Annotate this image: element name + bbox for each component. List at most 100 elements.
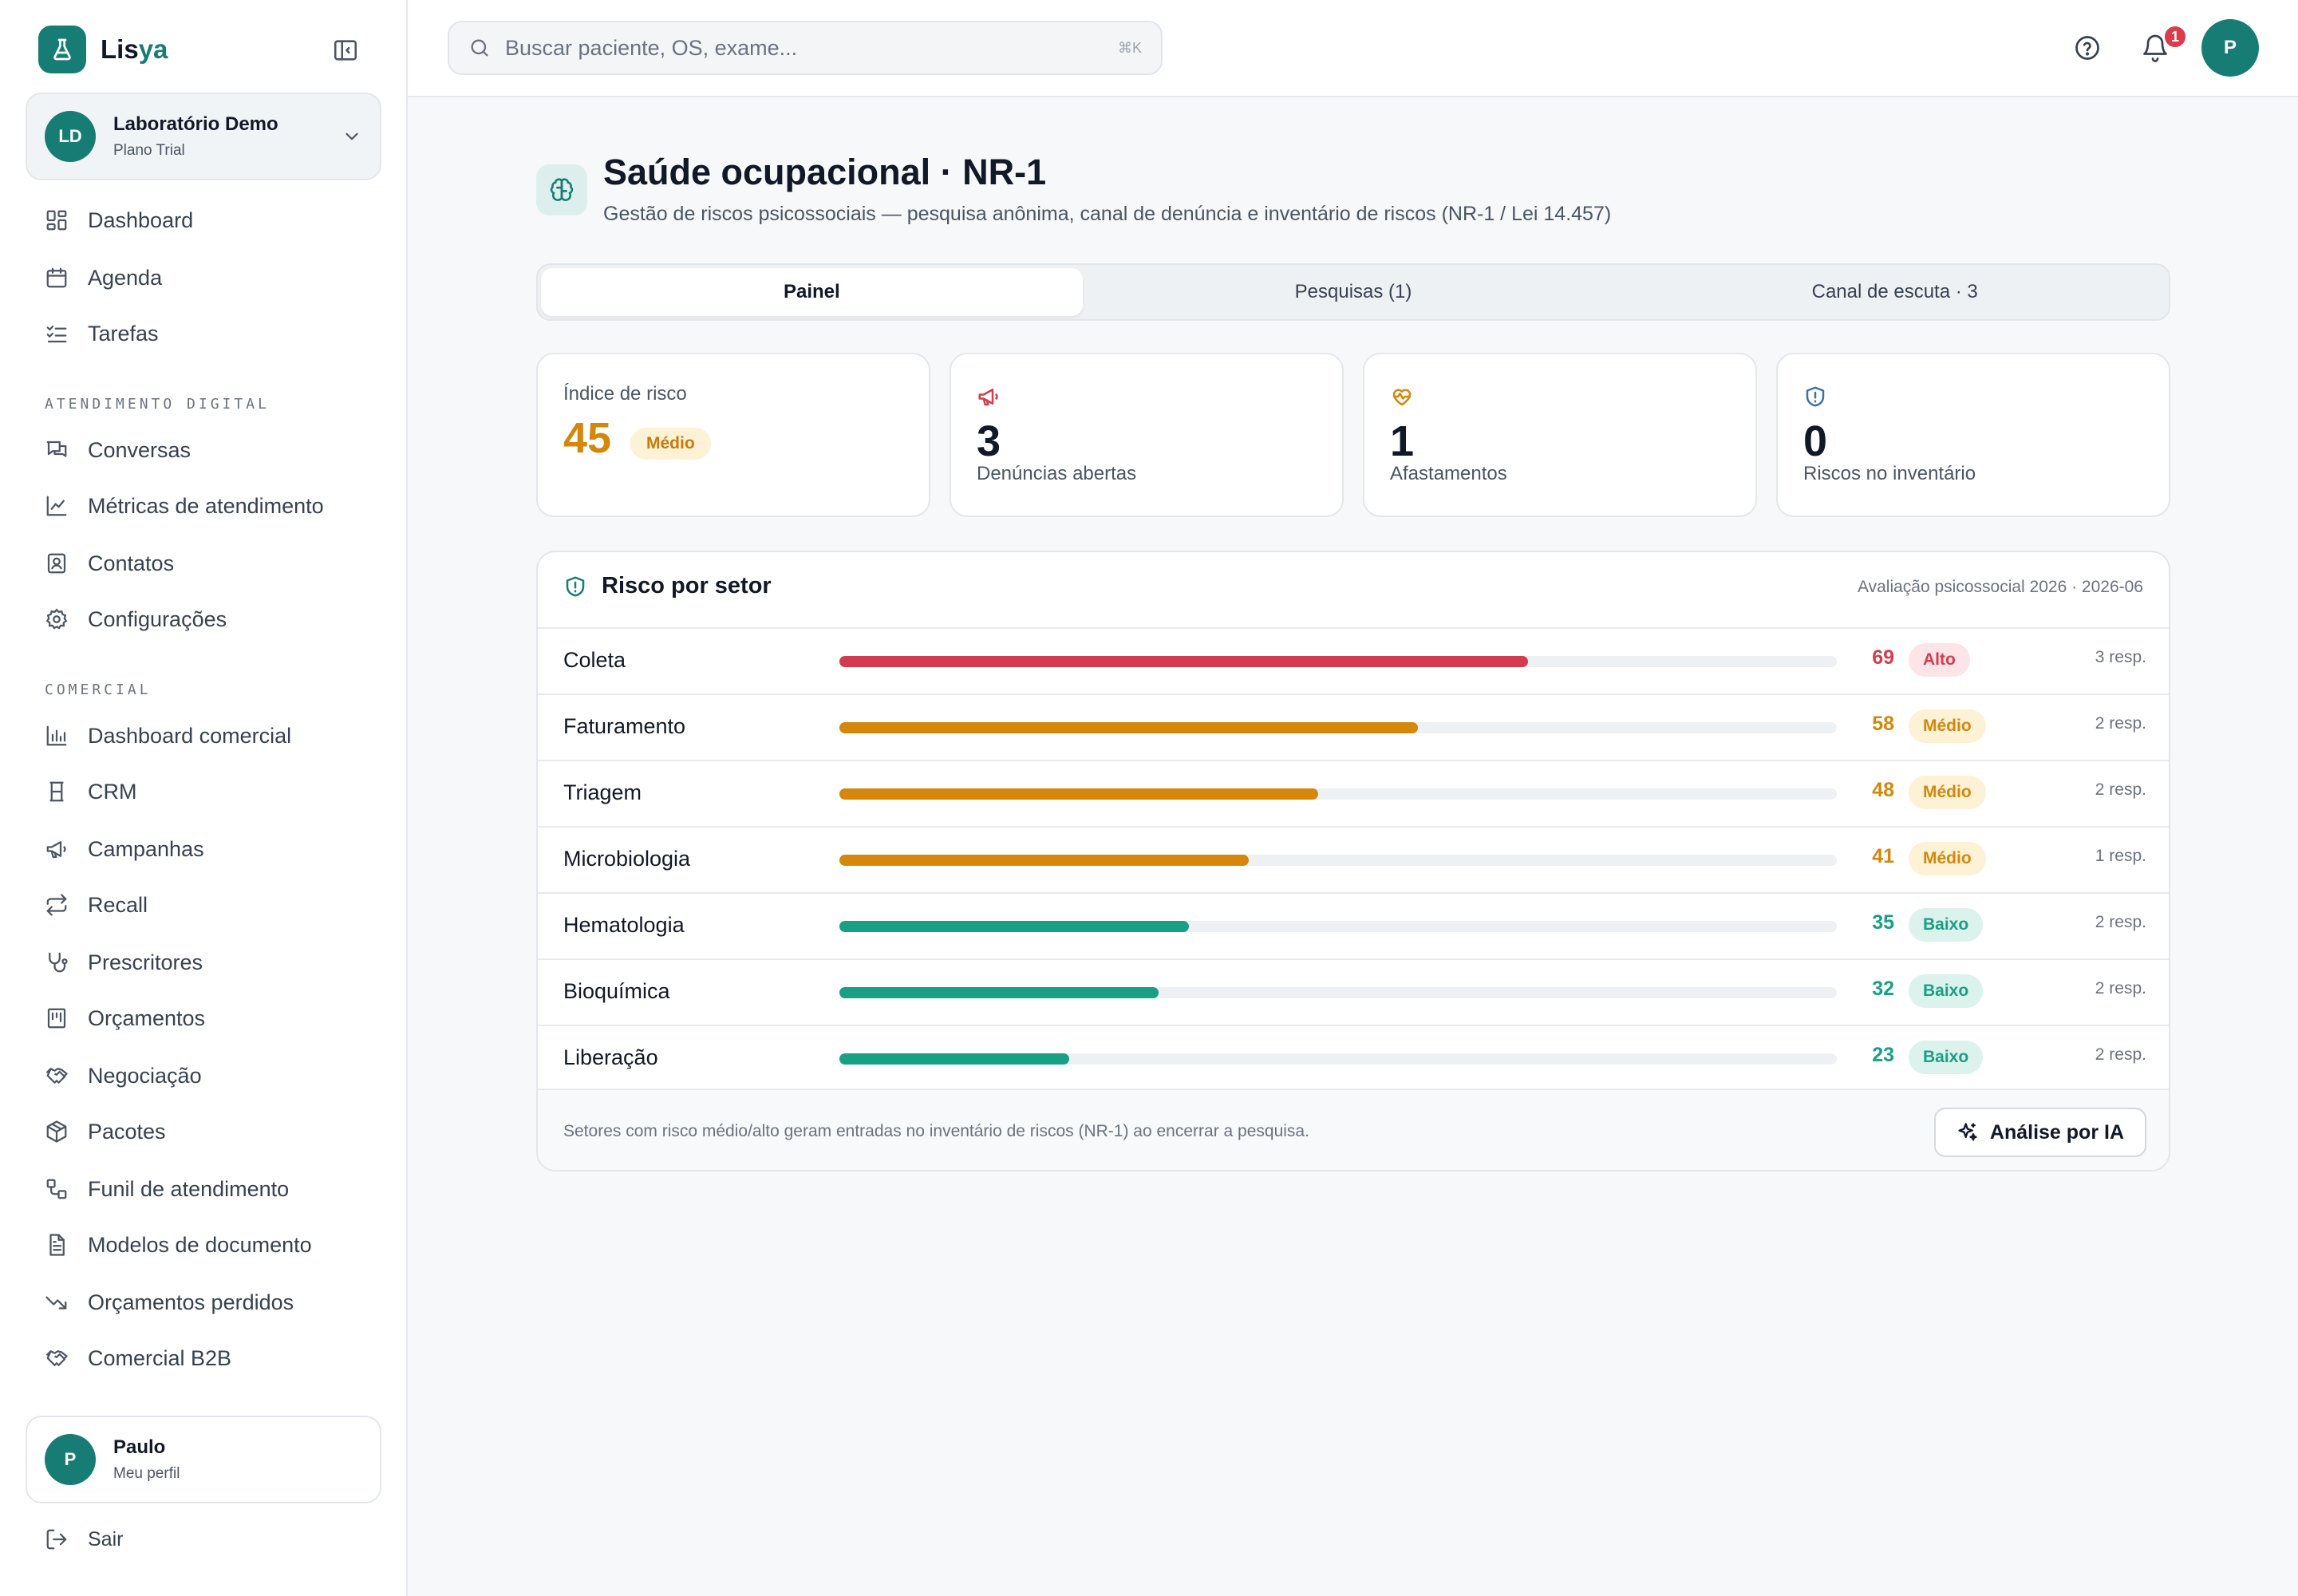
risk-title: Risco por setor	[602, 573, 772, 598]
sidebar-item-dashboard-comercial[interactable]: Dashboard comercial	[45, 718, 291, 753]
user-name: Paulo	[113, 1436, 166, 1458]
risk-score: 58	[1872, 713, 1894, 735]
sidebar-item-label: Campanhas	[88, 836, 204, 861]
risk-bar-track	[839, 656, 1837, 667]
megaphone-icon	[45, 837, 69, 861]
repeat-icon	[45, 893, 69, 917]
risk-by-sector-card: Risco por setor Avaliação psicossocial 2…	[536, 551, 2170, 1171]
stat-value: 0	[1803, 417, 1828, 465]
sidebar-item-crm[interactable]: CRM	[45, 774, 137, 809]
table-row: Liberação 23 Baixo 2 resp.	[538, 1025, 2169, 1091]
bell-icon[interactable]	[2141, 34, 2170, 62]
risk-score: 23	[1872, 1044, 1894, 1066]
risk-bar-fill	[839, 656, 1528, 667]
tab-canal-de-escuta[interactable]: Canal de escuta · 3	[1811, 281, 1978, 302]
receipt-icon	[45, 1006, 69, 1030]
logout-icon	[45, 1527, 69, 1551]
response-count: 2 resp.	[2095, 1045, 2146, 1064]
status-badge: Baixo	[1909, 1041, 1984, 1074]
sidebar: Lisya LD Laboratório Demo Plano Trial Da…	[0, 0, 408, 1596]
sidebar-item-orcamentos[interactable]: Orçamentos	[45, 1001, 205, 1036]
sidebar-item-label: Prescritores	[88, 950, 203, 974]
brand-logo[interactable]: Lisya	[38, 26, 168, 73]
sidebar-item-dashboard[interactable]: Dashboard	[45, 203, 193, 238]
sidebar-item-label: CRM	[88, 779, 137, 804]
sidebar-item-conversas[interactable]: Conversas	[45, 433, 191, 468]
search-icon	[468, 37, 491, 59]
bar-chart-icon	[45, 724, 69, 748]
sector-name: Microbiologia	[563, 847, 691, 871]
shield-alert-icon	[563, 575, 587, 598]
trending-down-icon	[45, 1290, 69, 1314]
search-placeholder: Buscar paciente, OS, exame...	[505, 35, 798, 60]
status-badge: Médio	[1909, 709, 1986, 743]
tab-pesquisas[interactable]: Pesquisas (1)	[1294, 281, 1412, 302]
sidebar-item-funil[interactable]: Funil de atendimento	[45, 1171, 289, 1207]
risk-meta: Avaliação psicossocial 2026 · 2026-06	[1857, 578, 2143, 596]
sidebar-item-label: Recall	[88, 892, 148, 917]
handshake-icon	[45, 1064, 69, 1088]
sidebar-item-orcamentos-perdidos[interactable]: Orçamentos perdidos	[45, 1285, 294, 1320]
search-shortcut: ⌘K	[1117, 39, 1142, 56]
ai-analysis-button[interactable]: Análise por IA	[1933, 1108, 2146, 1157]
sidebar-item-agenda[interactable]: Agenda	[45, 260, 162, 295]
sidebar-item-recall[interactable]: Recall	[45, 887, 148, 922]
user-profile-link: Meu perfil	[113, 1465, 180, 1482]
sidebar-item-modelos-documento[interactable]: Modelos de documento	[45, 1227, 312, 1262]
sidebar-item-comercial-b2b[interactable]: Comercial B2B	[45, 1341, 231, 1376]
package-icon	[45, 1120, 69, 1144]
document-icon	[45, 1233, 69, 1257]
notification-badge: 1	[2162, 24, 2188, 49]
sidebar-item-label: Métricas de atendimento	[88, 493, 324, 518]
risk-score: 41	[1872, 845, 1894, 867]
risk-bar-track	[839, 1053, 1837, 1065]
shield-alert-icon	[1803, 385, 1827, 409]
nav-section-digital: ATENDIMENTO DIGITAL	[45, 396, 270, 413]
org-plan: Plano Trial	[113, 142, 185, 159]
response-count: 2 resp.	[2095, 913, 2146, 931]
dashboard-icon	[45, 208, 69, 232]
response-count: 1 resp.	[2095, 847, 2146, 865]
status-badge: Médio	[630, 428, 711, 460]
sidebar-item-label: Agenda	[88, 265, 163, 290]
response-count: 3 resp.	[2095, 648, 2146, 666]
calendar-icon	[45, 266, 69, 290]
sidebar-item-tarefas[interactable]: Tarefas	[45, 316, 159, 351]
risk-footer-note: Setores com risco médio/alto geram entra…	[563, 1122, 1309, 1140]
contacts-icon	[45, 551, 69, 575]
org-name: Laboratório Demo	[113, 113, 278, 135]
logout-label: Sair	[88, 1527, 124, 1551]
risk-score: 35	[1872, 911, 1894, 934]
response-count: 2 resp.	[2095, 780, 2146, 799]
search-input[interactable]: Buscar paciente, OS, exame... ⌘K	[448, 21, 1163, 75]
sidebar-item-negociacao[interactable]: Negociação	[45, 1058, 202, 1093]
user-profile-card[interactable]: P Paulo Meu perfil	[26, 1416, 381, 1503]
table-row: Triagem 48 Médio 2 resp.	[538, 760, 2169, 826]
risk-bar-track	[839, 722, 1837, 733]
brain-icon	[536, 164, 587, 215]
help-icon[interactable]	[2073, 34, 2102, 62]
response-count: 2 resp.	[2095, 979, 2146, 998]
sidebar-collapse-icon[interactable]	[332, 37, 359, 64]
risk-bar-fill	[839, 1053, 1069, 1065]
org-switcher[interactable]: LD Laboratório Demo Plano Trial	[26, 93, 381, 180]
risk-header: Risco por setor	[563, 573, 772, 599]
sidebar-item-prescritores[interactable]: Prescritores	[45, 945, 203, 980]
risk-score: 69	[1872, 646, 1894, 669]
sidebar-item-metricas[interactable]: Métricas de atendimento	[45, 488, 324, 523]
sidebar-item-campanhas[interactable]: Campanhas	[45, 832, 204, 867]
sidebar-item-contatos[interactable]: Contatos	[45, 546, 174, 581]
logout-button[interactable]: Sair	[45, 1527, 123, 1551]
heart-pulse-icon	[1390, 385, 1414, 409]
status-badge: Baixo	[1909, 908, 1984, 942]
line-chart-icon	[45, 494, 69, 518]
avatar[interactable]: P	[2201, 19, 2259, 77]
risk-score: 48	[1872, 779, 1894, 801]
sidebar-item-pacotes[interactable]: Pacotes	[45, 1114, 166, 1149]
tab-painel[interactable]: Painel	[541, 268, 1083, 316]
stat-label: Índice de risco	[563, 383, 687, 405]
stat-card-complaints: 3 Denúncias abertas	[950, 353, 1344, 517]
sector-name: Liberação	[563, 1045, 658, 1069]
chat-icon	[45, 438, 69, 462]
sidebar-item-configuracoes[interactable]: Configurações	[45, 602, 227, 637]
